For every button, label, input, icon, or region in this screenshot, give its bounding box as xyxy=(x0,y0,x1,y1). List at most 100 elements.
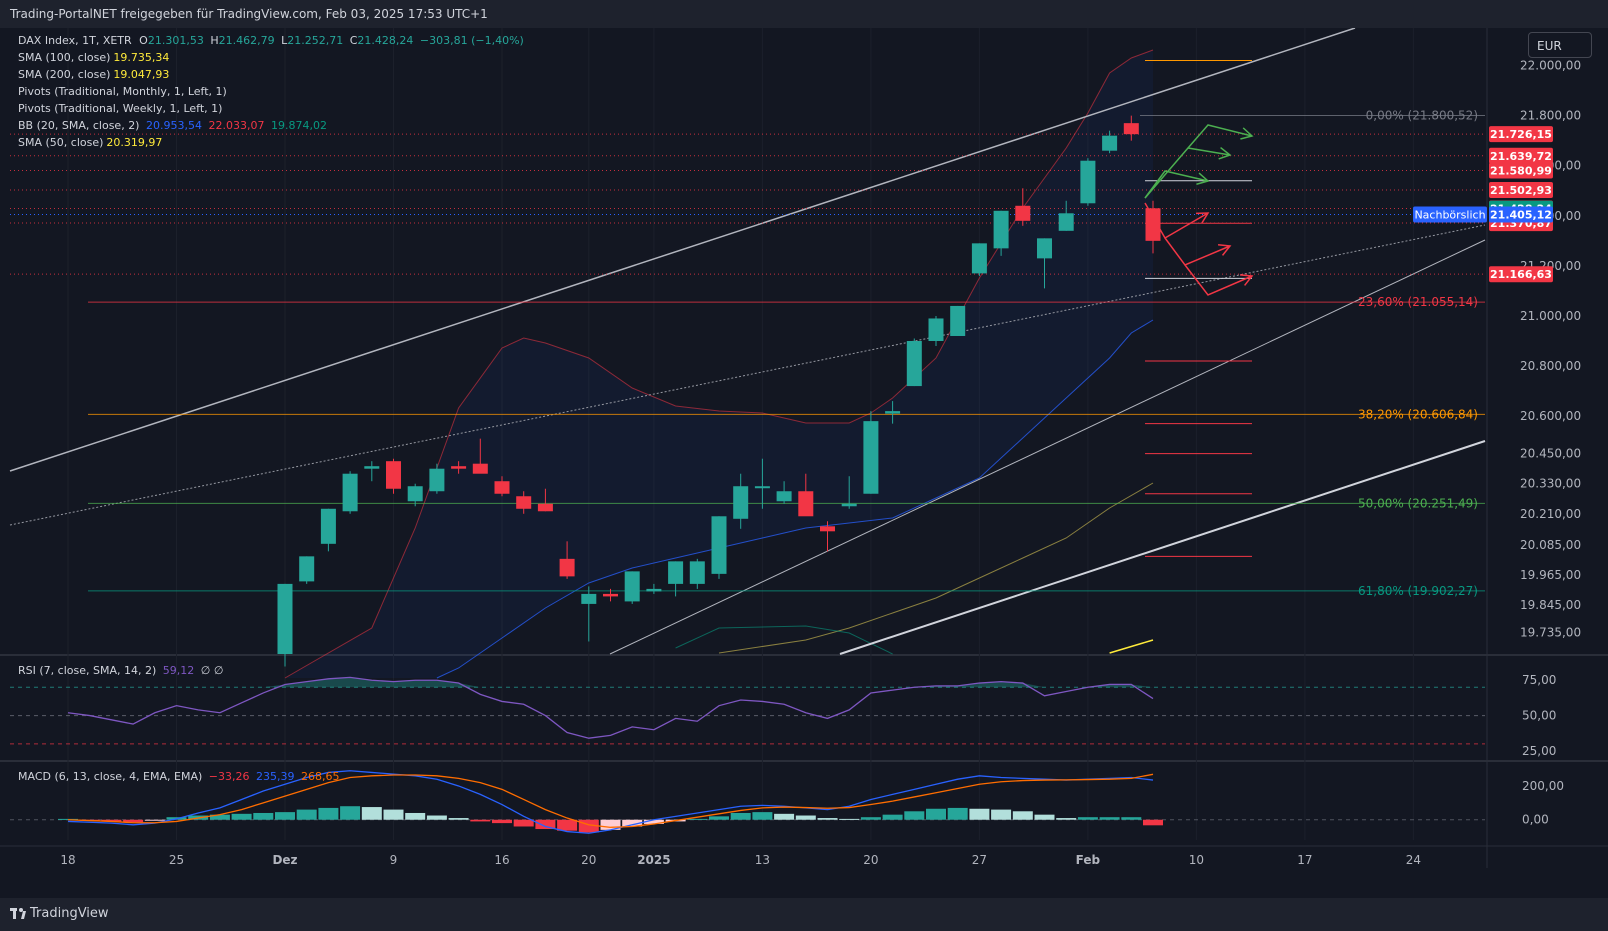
candle-body xyxy=(559,558,575,577)
trendline-mid xyxy=(609,239,1486,655)
macd-histogram-bar xyxy=(209,814,230,820)
time-axis-tick: 10 xyxy=(1189,853,1204,867)
postmarket-price: 21.405,12 xyxy=(1490,209,1552,222)
candle-body xyxy=(1015,205,1031,221)
bb-upper-value: 22.033,07 xyxy=(208,119,265,132)
legend-bollinger[interactable]: BB (20, SMA, close, 2) 20.953,54 22.033,… xyxy=(18,119,327,132)
ohlc-low-label: L xyxy=(281,34,288,47)
candle xyxy=(624,571,640,604)
candle xyxy=(472,438,488,474)
legend-sma50[interactable]: SMA (50, close) 20.319,97 xyxy=(18,136,162,149)
price-label: 21.502,93 xyxy=(1489,182,1553,199)
macd-histogram-bar xyxy=(1099,817,1120,820)
candle xyxy=(820,521,835,552)
candle xyxy=(494,476,510,497)
macd-histogram-bar xyxy=(969,808,990,820)
macd-histogram-bar xyxy=(1012,811,1033,820)
indicator-name: RSI (7, close, SMA, 14, 2) xyxy=(18,664,157,677)
legend-sma200[interactable]: SMA (200, close) 19.047,93 xyxy=(18,68,169,81)
time-axis-tick: 16 xyxy=(494,853,509,867)
candle-body xyxy=(516,496,532,509)
tradingview-logo[interactable]: TradingView xyxy=(10,906,109,921)
candle xyxy=(906,338,922,387)
macd-histogram-bar xyxy=(470,819,491,822)
projection-arrow-down xyxy=(1164,237,1231,266)
price-label: 21.580,99 xyxy=(1489,162,1553,179)
legend-pivots-monthly[interactable]: Pivots (Traditional, Monthly, 1, Left, 1… xyxy=(18,85,227,98)
macd-histogram-bar xyxy=(839,818,860,820)
price-chart[interactable]: 0,00% (21.800,52) 23,60% (21.055,14) 38,20… xyxy=(0,28,1608,898)
rsi-value: 59,12 xyxy=(162,664,195,677)
time-axis-tick: 20 xyxy=(863,853,878,867)
projection-arrow-down xyxy=(1184,264,1253,296)
projection-arrow-up xyxy=(1144,124,1253,199)
projection-arrow-down-head xyxy=(1217,244,1232,256)
bb-lower-value: 19.874,02 xyxy=(270,119,327,132)
price-axis-tick: 21.800,00 xyxy=(1520,109,1581,123)
macd-histogram-bar xyxy=(101,819,122,822)
legend-rsi[interactable]: RSI (7, close, SMA, 14, 2) 59,12 ∅ ∅ xyxy=(18,664,223,677)
sma100-line xyxy=(1109,639,1154,654)
candle-body xyxy=(494,481,510,494)
candle-body xyxy=(451,466,467,469)
macd-histogram-bar xyxy=(492,819,512,824)
macd-histogram-bar xyxy=(405,812,426,820)
chart-share-header: Trading-PortalNET freigegeben für Tradin… xyxy=(0,0,1608,28)
macd-histogram-bar xyxy=(426,815,447,820)
candle-body xyxy=(320,508,336,544)
candle-body xyxy=(342,473,358,512)
price-axis-tick: 20.085,00 xyxy=(1520,538,1581,552)
ohlc-close-label: C xyxy=(349,34,358,47)
legend-pivots-weekly[interactable]: Pivots (Traditional, Weekly, 1, Left, 1) xyxy=(18,102,222,115)
ohlc-change: −303,81 (−1,40%) xyxy=(419,34,524,47)
tradingview-brand: TradingView xyxy=(30,906,109,921)
candle-body xyxy=(537,503,553,512)
candle-body xyxy=(668,561,684,584)
trendline-dotted xyxy=(9,224,1486,526)
currency-selector[interactable]: EUR xyxy=(1528,32,1592,58)
macd-histogram-bar xyxy=(231,813,252,820)
candle-body xyxy=(1123,123,1139,135)
candle-body xyxy=(776,491,792,502)
ohlc-open-label: O xyxy=(139,34,148,47)
indicator-name: SMA (100, close) xyxy=(18,51,111,64)
price-label-text: 21.502,93 xyxy=(1490,184,1552,197)
indicator-value: 20.319,97 xyxy=(106,136,163,149)
legend-macd[interactable]: MACD (6, 13, close, 4, EMA, EMA) −33,26 … xyxy=(18,770,340,783)
macd-histogram-bar xyxy=(1143,819,1163,826)
candle xyxy=(711,516,727,579)
candle-body xyxy=(581,593,597,604)
fib-level-label: 23,60% (21.055,14) xyxy=(1358,295,1478,309)
macd-histogram-bar xyxy=(643,819,664,824)
candle xyxy=(1080,158,1096,206)
candle-body xyxy=(472,463,488,474)
time-axis-tick: 17 xyxy=(1297,853,1312,867)
projection-arrow-up-head xyxy=(1218,147,1232,160)
macd-histogram-bar xyxy=(1121,817,1142,820)
macd-histogram-bar xyxy=(687,818,708,820)
macd-histogram-bar xyxy=(557,819,578,831)
price-axis-tick: 19.845,00 xyxy=(1520,598,1581,612)
price-axis-tick: 22.000,00 xyxy=(1520,59,1581,73)
price-label-box xyxy=(1489,126,1553,143)
price-label: 21.166,63 xyxy=(1489,266,1553,283)
candle-body xyxy=(820,526,835,532)
candle-body xyxy=(754,486,770,489)
price-label-box xyxy=(1489,182,1553,199)
candle xyxy=(993,210,1009,256)
candle xyxy=(603,588,618,602)
price-label: 21.639,72 xyxy=(1489,147,1553,164)
macd-histogram-bar xyxy=(58,818,78,820)
rsi-axis-tick: 50,00 xyxy=(1522,709,1556,723)
ohlc-close: 21.428,24 xyxy=(357,34,414,47)
indicator-name: MACD (6, 13, close, 4, EMA, EMA) xyxy=(18,770,203,783)
symbol-legend[interactable]: DAX Index, 1T, XETR O21.301,53 H21.462,7… xyxy=(18,34,524,47)
macd-histogram-bar xyxy=(882,814,903,820)
legend-sma100[interactable]: SMA (100, close) 19.735,34 xyxy=(18,51,169,64)
candle xyxy=(798,473,814,517)
time-axis-tick: 9 xyxy=(390,853,398,867)
candle-body xyxy=(798,491,814,517)
symbol-name[interactable]: DAX Index, 1T, XETR xyxy=(18,34,132,47)
macd-histogram-bar xyxy=(361,807,382,820)
projection-arrow-up xyxy=(1187,147,1231,156)
